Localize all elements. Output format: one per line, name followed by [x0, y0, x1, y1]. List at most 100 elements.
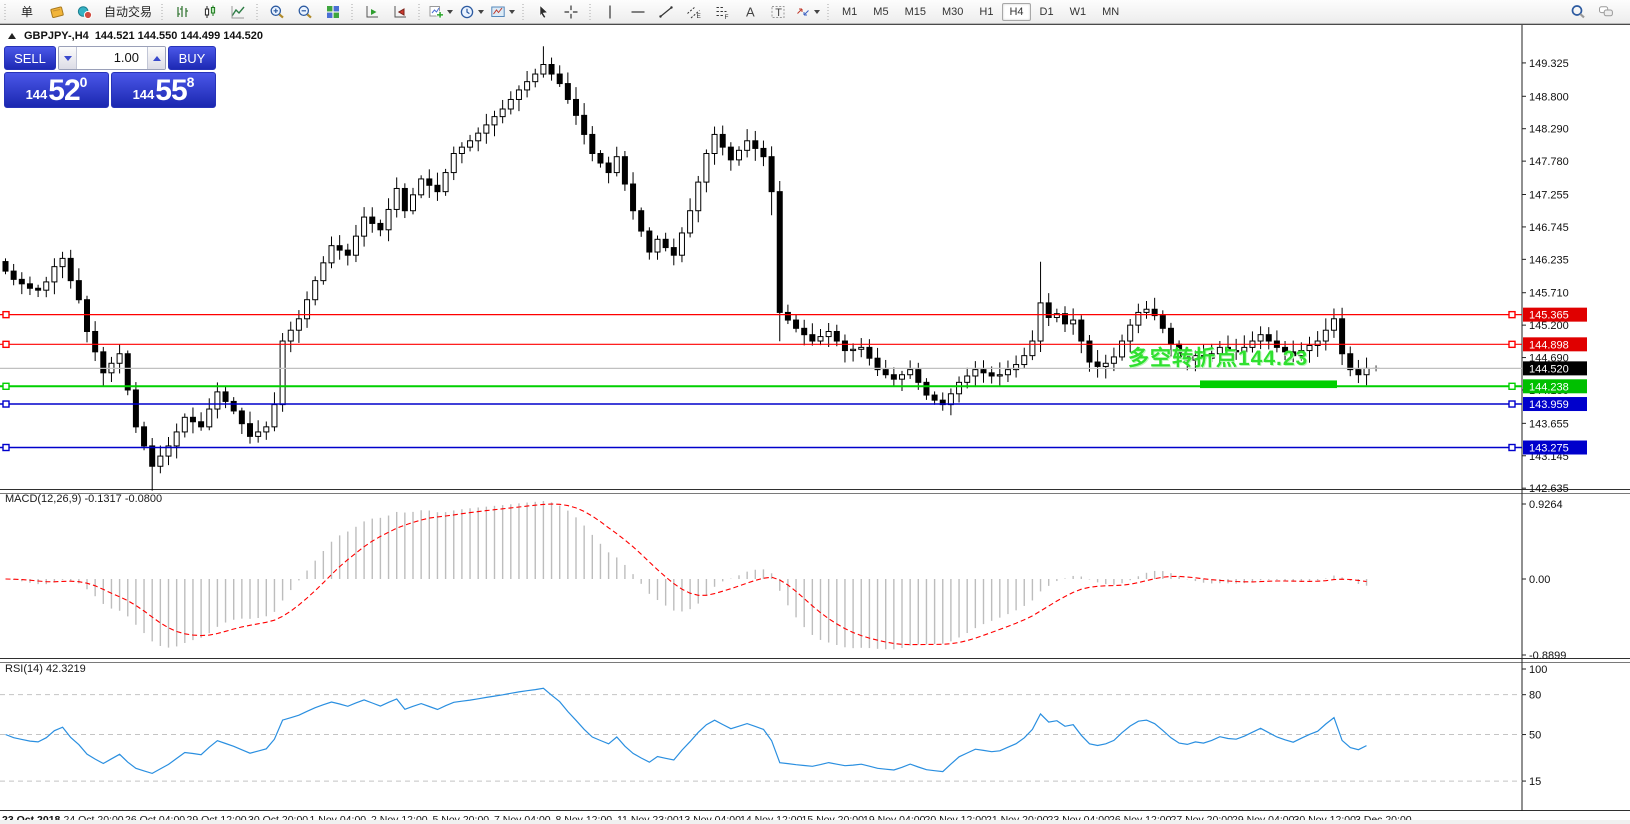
timeframe-button-m5[interactable]: M5 — [873, 5, 889, 18]
toolbar-grip — [826, 3, 832, 20]
time-tick-label: 2 Nov 12:00 — [371, 814, 428, 824]
line-handle[interactable] — [1508, 400, 1516, 408]
panel-toggle-icon[interactable] — [8, 33, 16, 39]
price-tick-label: 147.255 — [1529, 190, 1569, 202]
annotation-bar[interactable] — [1200, 380, 1337, 389]
crosshair-icon[interactable] — [557, 1, 585, 23]
toolbar-grip — [160, 3, 166, 20]
line-handle[interactable] — [2, 310, 10, 319]
line-handle[interactable] — [2, 443, 10, 452]
price-badge — [1523, 397, 1587, 412]
buy-price-button[interactable]: 144 55 8 — [111, 72, 216, 108]
timeframe-button-m1[interactable]: M1 — [842, 5, 858, 18]
buy-button[interactable]: BUY — [168, 46, 216, 70]
price-badge — [1523, 440, 1587, 455]
autotrading-icon[interactable] — [71, 1, 99, 23]
buy-price-big: 55 — [155, 74, 187, 107]
chat-icon[interactable] — [1592, 1, 1620, 23]
cursor-icon[interactable] — [529, 1, 557, 23]
time-tick-label: 1 Nov 04:00 — [310, 814, 367, 824]
search-icon[interactable] — [1564, 1, 1592, 23]
indicators-icon[interactable] — [425, 1, 456, 23]
dropdown-caret-icon[interactable] — [478, 9, 485, 14]
vertical-line-icon[interactable] — [596, 1, 624, 23]
timeframe-button-h1[interactable]: H1 — [979, 5, 994, 18]
periods-icon[interactable] — [456, 1, 487, 23]
one-click-trading-panel: SELL 1.00 BUY 144 52 0 144 55 8 — [4, 46, 216, 108]
timeframe-button-h4[interactable]: H4 — [1002, 2, 1031, 21]
sell-button[interactable]: SELL — [4, 46, 56, 70]
time-tick-label: 19 Nov 04:00 — [863, 814, 926, 824]
sell-price-prefix: 144 — [25, 87, 48, 102]
ohlc-values: 144.521 144.550 144.499 144.520 — [94, 30, 264, 42]
line-handle[interactable] — [2, 382, 10, 390]
annotation-text[interactable]: 多空转折点144.23 — [1128, 347, 1309, 370]
equidistant-channel-icon[interactable]: E — [680, 1, 708, 23]
price-tick-label: 145.200 — [1529, 320, 1569, 332]
chart-shift-icon[interactable] — [386, 1, 414, 23]
symbol-period-label: GBPJPY-,H4 — [24, 30, 89, 42]
time-tick-label: 15 Nov 20:00 — [802, 814, 865, 824]
timeframe-button-mn[interactable]: MN — [1102, 5, 1120, 18]
volume-decrease-button[interactable] — [59, 47, 77, 69]
line-handle[interactable] — [1508, 340, 1516, 349]
time-tick-label: 13 Nov 04:00 — [679, 814, 742, 824]
sell-price-button[interactable]: 144 52 0 — [4, 72, 109, 108]
price-tick-label: 148.800 — [1529, 91, 1569, 103]
price-badge-label: 143.275 — [1529, 443, 1569, 455]
price-tick-label: 146.745 — [1529, 222, 1569, 234]
svg-text:E: E — [697, 13, 702, 20]
templates-icon[interactable] — [487, 1, 518, 23]
sell-price-big: 52 — [48, 74, 80, 107]
rsi-line — [5, 687, 1367, 775]
timeframe-button-m15[interactable]: M15 — [904, 5, 926, 18]
toolbar-grip — [588, 3, 594, 20]
auto-scroll-icon[interactable] — [358, 1, 386, 23]
dropdown-caret-icon[interactable] — [509, 9, 516, 14]
account-history-icon[interactable] — [43, 1, 71, 23]
zoom-out-icon[interactable] — [291, 1, 319, 23]
text-icon[interactable]: A — [736, 1, 764, 23]
time-tick-label: 3 Dec 20:00 — [1355, 814, 1412, 824]
line-chart-icon[interactable] — [224, 1, 252, 23]
line-handle[interactable] — [2, 340, 10, 349]
line-handle[interactable] — [2, 400, 10, 408]
new-order-label: 单 — [20, 5, 33, 19]
tile-windows-icon[interactable] — [319, 1, 347, 23]
volume-increase-button[interactable] — [147, 47, 165, 69]
autotrading-label[interactable]: 自动交易 — [104, 5, 153, 19]
buy-price-prefix: 144 — [132, 87, 155, 102]
chevron-down-icon — [63, 55, 72, 61]
zoom-in-icon[interactable] — [263, 1, 291, 23]
trendline-icon[interactable] — [652, 1, 680, 23]
fibonacci-icon[interactable]: F — [708, 1, 736, 23]
timeframe-button-w1[interactable]: W1 — [1069, 5, 1087, 18]
time-tick-label: 29 Nov 04:00 — [1232, 814, 1295, 824]
time-axis[interactable]: 23 Oct 2018 24 Oct 20:00 26 Oct 04:00 29 Oc… — [2, 814, 1412, 824]
candlestick-chart-icon[interactable] — [196, 1, 224, 23]
dropdown-caret-icon[interactable] — [814, 9, 821, 14]
price-tick-label: 148.290 — [1529, 124, 1569, 136]
price-badge — [1523, 361, 1587, 376]
time-tick-label: 27 Nov 20:00 — [1171, 814, 1234, 824]
line-handle[interactable] — [1508, 310, 1516, 319]
toolbar-grip — [255, 3, 261, 20]
line-handle[interactable] — [1508, 382, 1516, 390]
volume-input[interactable]: 1.00 — [113, 50, 139, 65]
time-tick-label: 23 Oct 2018 — [2, 814, 61, 824]
time-tick-label: 5 Nov 20:00 — [433, 814, 490, 824]
price-badge — [1523, 307, 1587, 322]
timeframe-button-m30[interactable]: M30 — [941, 5, 964, 18]
horizontal-line-icon[interactable] — [624, 1, 652, 23]
text-label-icon[interactable]: T — [764, 1, 792, 23]
time-tick-label: 7 Nov 04:00 — [494, 814, 551, 824]
dropdown-caret-icon[interactable] — [447, 9, 454, 14]
macd-axis: 0.9264 0.00 -0.8899 — [1522, 499, 1566, 662]
bar-chart-icon[interactable] — [168, 1, 196, 23]
arrows-icon[interactable] — [792, 1, 823, 23]
timeframe-button-d1[interactable]: D1 — [1039, 5, 1054, 18]
line-handle[interactable] — [1508, 443, 1516, 452]
time-tick-label: 8 Nov 12:00 — [556, 814, 613, 824]
toolbar-grip — [350, 3, 356, 20]
